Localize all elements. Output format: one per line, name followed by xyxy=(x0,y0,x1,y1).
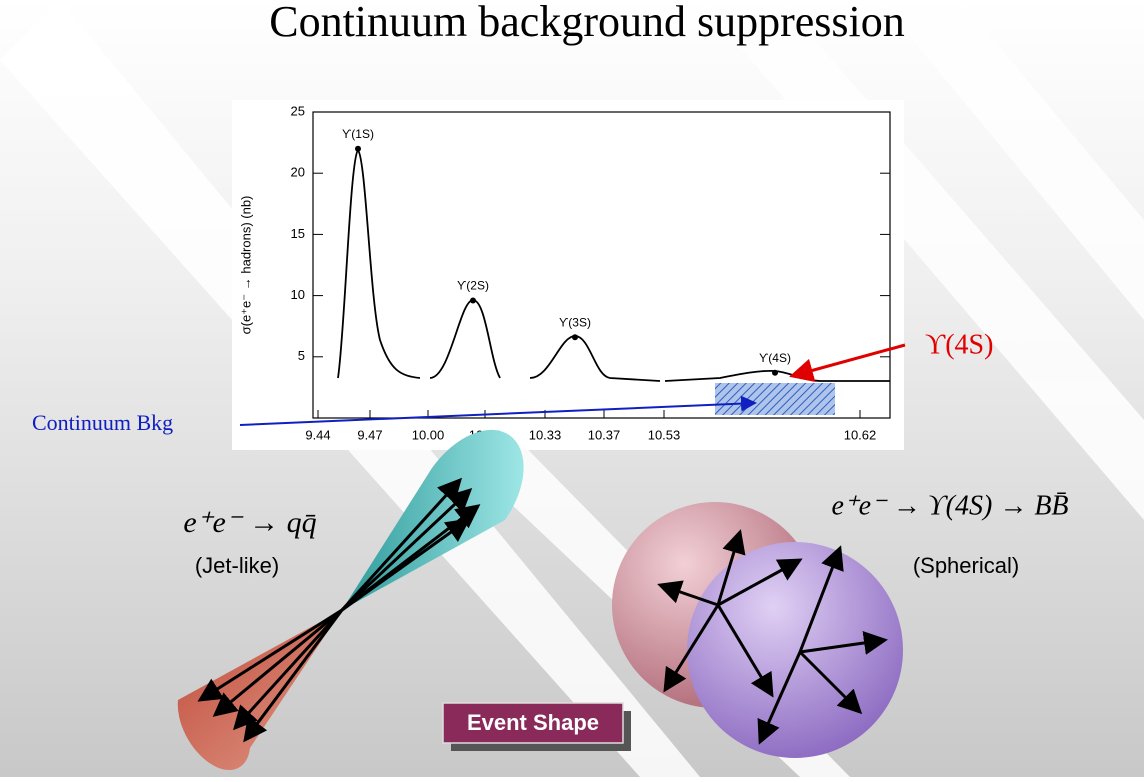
y-tick-label: 25 xyxy=(291,103,305,118)
peak-label: ϒ(3S) xyxy=(559,315,591,329)
y-tick-label: 10 xyxy=(291,287,305,302)
peak-label: ϒ(4S) xyxy=(759,351,791,365)
plot-frame xyxy=(312,111,891,419)
x-tick-label: 10.33 xyxy=(529,427,562,442)
spherical-caption: (Spherical) xyxy=(913,553,1019,578)
x-tick-label: 9.47 xyxy=(357,427,382,442)
slide-title: Continuum background suppression xyxy=(269,0,905,46)
x-tick-label: 10.53 xyxy=(648,427,681,442)
peak-point xyxy=(355,145,361,152)
resonance-callout: ϒ(4S) xyxy=(925,329,993,360)
continuum-region xyxy=(715,383,835,415)
y-tick-label: 15 xyxy=(291,226,305,241)
continuum-callout: Continuum Bkg xyxy=(32,410,173,435)
x-tick-label: 10.62 xyxy=(844,427,877,442)
jet-formula: e⁺e⁻ → qq̄ xyxy=(183,506,316,539)
y-axis-label: σ(e⁺e⁻ → hadrons) (nb) xyxy=(238,196,253,335)
peak-label: ϒ(2S) xyxy=(457,279,489,293)
x-tick-label: 9.44 xyxy=(305,427,330,442)
continuum-arrow xyxy=(239,395,757,426)
peak-point xyxy=(572,334,578,341)
peak-point xyxy=(772,369,778,376)
x-tick-label: 10.37 xyxy=(588,427,621,442)
sphere-diagram xyxy=(612,502,903,758)
resonance-arrow xyxy=(789,343,906,383)
button-label[interactable]: Event Shape xyxy=(467,710,599,735)
peak-label: ϒ(1S) xyxy=(342,127,374,141)
peak-point xyxy=(470,297,476,304)
jet-caption: (Jet-like) xyxy=(195,553,279,578)
y-tick-label: 5 xyxy=(298,348,305,363)
spherical-formula: e⁺e⁻ → ϒ(4S) → BB̄ xyxy=(831,490,1068,521)
jet-diagram xyxy=(177,429,524,771)
x-tick-label: 10.00 xyxy=(412,427,445,442)
chart: σ(e⁺e⁻ → hadrons) (nb) 5 10 15 20 25 9.44 9.47… xyxy=(232,100,904,450)
button[interactable] xyxy=(442,702,624,744)
y-tick-label: 20 xyxy=(291,165,305,180)
